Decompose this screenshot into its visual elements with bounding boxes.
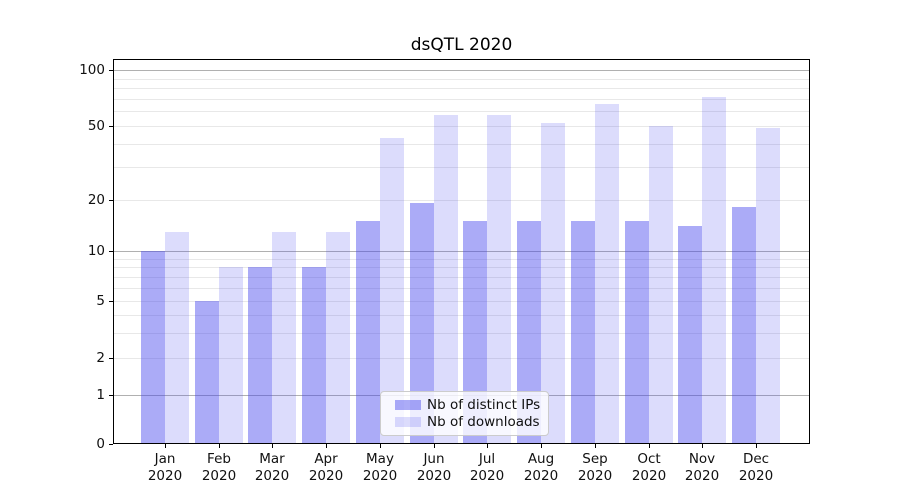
legend-label-distinct-ips: Nb of distinct IPs: [427, 397, 541, 413]
chart-title: dsQTL 2020: [410, 35, 513, 55]
bar-distinct-ips-nov: [678, 226, 702, 443]
y-tick-mark-0: [109, 444, 113, 445]
x-tick-mark-oct: [649, 444, 650, 448]
x-tick-label-nov-2020: Nov 2020: [684, 451, 720, 484]
gridline-minor-90: [114, 79, 809, 80]
gridline-minor-70: [114, 99, 809, 100]
y-tick-mark-50: [109, 126, 113, 127]
legend-item-distinct-ips: Nb of distinct IPs: [395, 397, 541, 413]
x-tick-label-jul-2020: Jul 2020: [469, 451, 505, 484]
bar-downloads-dec: [756, 128, 780, 443]
x-tick-label-feb-2020: Feb 2020: [201, 451, 237, 484]
bar-distinct-ips-feb: [195, 301, 219, 443]
gridline-minor-5: [114, 301, 809, 302]
x-tick-mark-jul: [487, 444, 488, 448]
bar-distinct-ips-mar: [248, 267, 272, 443]
x-tick-mark-apr: [326, 444, 327, 448]
bar-distinct-ips-may: [356, 221, 380, 443]
x-tick-label-jan-2020: Jan 2020: [147, 451, 183, 484]
y-tick-label-2: 2: [96, 350, 105, 366]
legend-swatch-distinct-ips: [395, 400, 421, 410]
gridline-minor-30: [114, 167, 809, 168]
x-tick-label-oct-2020: Oct 2020: [631, 451, 667, 484]
gridline-major-100: [114, 70, 809, 71]
gridline-minor-20: [114, 200, 809, 201]
x-tick-mark-feb: [219, 444, 220, 448]
gridline-minor-40: [114, 144, 809, 145]
x-tick-mark-sep: [595, 444, 596, 448]
bar-downloads-jul: [487, 115, 511, 443]
bar-downloads-jun: [434, 115, 458, 443]
gridline-minor-8: [114, 267, 809, 268]
gridline-minor-9: [114, 259, 809, 260]
bar-downloads-mar: [272, 232, 296, 443]
bar-distinct-ips-apr: [302, 267, 326, 443]
x-tick-mark-nov: [702, 444, 703, 448]
plot-area: Nb of distinct IPs Nb of downloads: [113, 59, 810, 444]
legend-swatch-downloads: [395, 417, 421, 427]
y-tick-mark-1: [109, 395, 113, 396]
bar-distinct-ips-jan: [141, 251, 165, 443]
y-tick-mark-2: [109, 358, 113, 359]
legend-item-downloads: Nb of downloads: [395, 414, 540, 430]
y-tick-mark-100: [109, 70, 113, 71]
gridline-minor-50: [114, 126, 809, 127]
y-tick-label-10: 10: [87, 243, 105, 259]
y-tick-label-0: 0: [96, 436, 105, 452]
x-tick-label-apr-2020: Apr 2020: [308, 451, 344, 484]
gridline-minor-2: [114, 358, 809, 359]
bar-downloads-oct: [649, 126, 673, 443]
bar-distinct-ips-sep: [571, 221, 595, 443]
bar-distinct-ips-oct: [625, 221, 649, 443]
y-tick-mark-5: [109, 301, 113, 302]
gridline-minor-4: [114, 315, 809, 316]
x-tick-label-dec-2020: Dec 2020: [738, 451, 774, 484]
bar-distinct-ips-dec: [732, 207, 756, 443]
y-tick-mark-20: [109, 200, 113, 201]
x-tick-mark-mar: [272, 444, 273, 448]
gridline-minor-3: [114, 333, 809, 334]
gridline-minor-7: [114, 277, 809, 278]
bar-downloads-jan: [165, 232, 189, 443]
x-tick-mark-aug: [541, 444, 542, 448]
legend-label-downloads: Nb of downloads: [427, 414, 540, 430]
y-tick-mark-10: [109, 251, 113, 252]
bar-downloads-aug: [541, 123, 565, 443]
bar-downloads-sep: [595, 104, 619, 443]
x-tick-mark-jan: [165, 444, 166, 448]
x-tick-label-sep-2020: Sep 2020: [577, 451, 613, 484]
gridline-minor-6: [114, 288, 809, 289]
gridline-minor-60: [114, 111, 809, 112]
bar-downloads-apr: [326, 232, 350, 443]
y-tick-label-20: 20: [87, 192, 105, 208]
bar-downloads-feb: [219, 267, 243, 443]
x-tick-mark-dec: [756, 444, 757, 448]
bar-downloads-nov: [702, 97, 726, 443]
x-tick-label-aug-2020: Aug 2020: [523, 451, 559, 484]
x-tick-label-mar-2020: Mar 2020: [254, 451, 290, 484]
legend: Nb of distinct IPs Nb of downloads: [380, 391, 549, 436]
x-tick-mark-jun: [434, 444, 435, 448]
x-tick-label-may-2020: May 2020: [362, 451, 398, 484]
gridline-major-10: [114, 251, 809, 252]
y-tick-label-1: 1: [96, 387, 105, 403]
x-tick-mark-may: [380, 444, 381, 448]
y-tick-label-100: 100: [79, 62, 105, 78]
x-tick-label-jun-2020: Jun 2020: [416, 451, 452, 484]
y-tick-label-50: 50: [87, 118, 105, 134]
gridline-minor-80: [114, 88, 809, 89]
y-tick-label-5: 5: [96, 293, 105, 309]
